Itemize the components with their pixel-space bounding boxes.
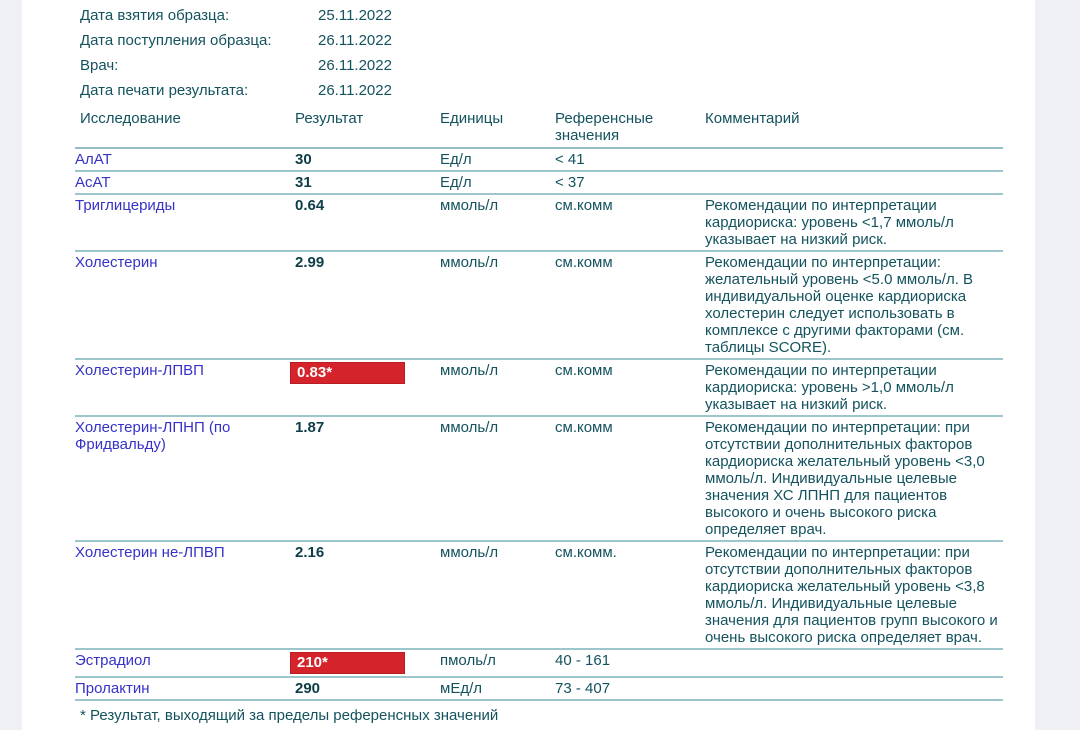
table-row: Холестерин-ЛПНП (по Фридвальду) 1.87 ммоль… [75,416,1003,542]
units-value: Ед/л [440,148,555,172]
result-value-cell: 0.64 [295,194,440,252]
result-value-cell: 31 [295,171,440,195]
result-value: 290 [295,680,321,697]
result-value: 2.16 [295,544,325,561]
table-row: АсАТ 31 Ед/л < 37 [75,171,1003,195]
column-header-result: Результат [295,108,440,149]
meta-row: Дата печати результата: 26.11.2022 [80,79,1035,104]
reference-range: 73 - 407 [555,677,705,701]
comment-text [705,171,1003,195]
comment-text: Рекомендации по интерпретации кардиориск… [705,194,1003,252]
units-value: Ед/л [440,171,555,195]
test-name: Холестерин [75,251,295,360]
result-value-cell: 30 [295,148,440,172]
result-value-cell: 1.87 [295,416,440,542]
results-tbody: АлАТ 30 Ед/л < 41 АсАТ 31 Ед/л < 37 Триглицериды… [75,148,1003,701]
column-header-units: Единицы [440,108,555,149]
table-row: Холестерин не-ЛПВП 2.16 ммоль/л см.комм. Рек… [75,541,1003,650]
result-value: 30 [295,151,312,168]
comment-text [705,148,1003,172]
reference-range: < 41 [555,148,705,172]
units-value: ммоль/л [440,541,555,650]
comment-text [705,649,1003,678]
table-row: Триглицериды 0.64 ммоль/л см.комм Рекомендац… [75,194,1003,252]
meta-label: Дата взятия образца: [80,7,230,24]
table-row: АлАТ 30 Ед/л < 41 [75,148,1003,172]
units-value: ммоль/л [440,359,555,417]
report-page: Дата взятия образца: 25.11.2022 Дата посту… [22,0,1035,730]
test-name: Холестерин не-ЛПВП [75,541,295,650]
test-name: Холестерин-ЛПВП [75,359,295,417]
out-of-range-footnote: * Результат, выходящий за пределы рефере… [80,707,499,724]
result-value-cell: 0.83* [290,359,440,417]
column-header-test: Исследование [75,108,295,149]
result-value: 31 [295,174,312,191]
comment-text: Рекомендации по интерпретации: желательн… [705,251,1003,360]
result-value-cell: 2.99 [295,251,440,360]
meta-label: Дата печати результата: [80,82,249,99]
result-value-cell: 2.16 [295,541,440,650]
meta-value: 26.11.2022 [318,32,392,49]
units-value: мЕд/л [440,677,555,701]
comment-text [705,677,1003,701]
meta-row: Дата взятия образца: 25.11.2022 [80,4,1035,29]
meta-row: Дата поступления образца: 26.11.2022 [80,29,1035,54]
test-name: АсАТ [75,171,295,195]
reference-range: см.комм [555,251,705,360]
out-of-range-result-badge: 210* [290,652,405,674]
result-value-cell: 210* [290,649,440,678]
units-value: ммоль/л [440,416,555,542]
units-value: ммоль/л [440,251,555,360]
table-row: Холестерин-ЛПВП 0.83* ммоль/л см.комм Рекоме… [75,359,1003,417]
reference-range: см.комм. [555,541,705,650]
result-value: 1.87 [295,419,325,436]
meta-value: 26.11.2022 [318,57,392,74]
result-value: 0.64 [295,197,325,214]
meta-value: 25.11.2022 [318,7,392,24]
test-name: Холестерин-ЛПНП (по Фридвальду) [75,416,295,542]
comment-text: Рекомендации по интерпретации: при отсут… [705,541,1003,650]
out-of-range-result-badge: 0.83* [290,362,405,384]
comment-text: Рекомендации по интерпретации кардиориск… [705,359,1003,417]
reference-range: см.комм [555,194,705,252]
reference-range: 40 - 161 [555,649,705,678]
results-table: Исследование Результат Единицы Референсн… [75,108,1003,701]
test-name: Пролактин [75,677,295,701]
table-row: Эстрадиол 210* пмоль/л 40 - 161 [75,649,1003,678]
report-meta: Дата взятия образца: 25.11.2022 Дата посту… [22,0,1035,104]
meta-label: Дата поступления образца: [80,32,272,49]
meta-value: 26.11.2022 [318,82,392,99]
test-name: Триглицериды [75,194,295,252]
column-header-comment: Комментарий [705,108,1003,149]
reference-range: см.комм [555,416,705,542]
units-value: ммоль/л [440,194,555,252]
test-name: АлАТ [75,148,295,172]
reference-range: < 37 [555,171,705,195]
result-value-cell: 290 [295,677,440,701]
meta-row: Врач: 26.11.2022 [80,54,1035,79]
table-row: Холестерин 2.99 ммоль/л см.комм Рекомендации… [75,251,1003,360]
result-value: 2.99 [295,254,325,271]
column-header-reference: Референсные значения [555,108,705,149]
table-header-row: Исследование Результат Единицы Референсн… [75,108,1003,149]
table-row: Пролактин 290 мЕд/л 73 - 407 [75,677,1003,701]
reference-range: см.комм [555,359,705,417]
comment-text: Рекомендации по интерпретации: при отсут… [705,416,1003,542]
units-value: пмоль/л [440,649,555,678]
test-name: Эстрадиол [75,649,295,678]
meta-label: Врач: [80,57,119,74]
